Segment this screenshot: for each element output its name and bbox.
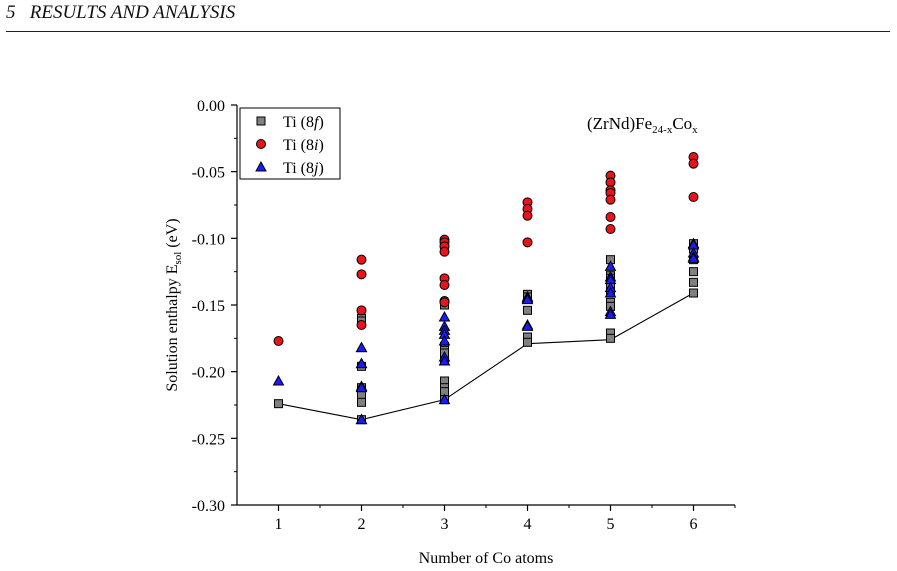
data-point-triangle <box>355 381 368 393</box>
y-tick-label: -0.25 <box>192 431 225 448</box>
legend-marker-triangle <box>255 160 267 172</box>
data-point-circle <box>356 269 367 280</box>
legend-marker-square <box>256 116 266 126</box>
y-tick-label: -0.20 <box>192 365 225 382</box>
data-point-circle <box>439 246 450 257</box>
data-point-circle <box>605 224 616 234</box>
data-point-square <box>523 305 532 315</box>
data-point-circle <box>522 237 533 248</box>
legend-label: Ti (8f) <box>283 114 324 131</box>
y-axis-label-sub: sol <box>172 252 184 265</box>
data-point-triangle <box>438 334 451 346</box>
y-axis-label-unit: (eV) <box>164 218 181 247</box>
minimum-enthalpy-line-layer <box>278 292 694 421</box>
y-axis-label: Solution enthalpy Esol (eV) <box>164 218 184 391</box>
y-tick-label: -0.30 <box>192 498 225 515</box>
x-tick-label: 4 <box>524 516 532 533</box>
data-point-triangle <box>604 260 617 271</box>
data-point-square <box>523 337 532 347</box>
page-running-head: 5 RESULTS AND ANALYSIS <box>6 2 235 24</box>
chart-title-sub2: x <box>692 124 698 136</box>
chart-title-sub1: 24-x <box>652 124 673 136</box>
data-point-square <box>689 288 698 298</box>
data-point-triangle <box>604 308 617 319</box>
data-point-square <box>689 277 698 287</box>
section-title: RESULTS AND ANALYSIS <box>29 2 236 23</box>
header-rule <box>6 31 890 32</box>
data-point-triangle <box>438 393 451 405</box>
data-point-triangle <box>604 286 617 298</box>
series-circle-points <box>273 152 699 346</box>
chart-title-mid: Co <box>672 114 692 133</box>
data-point-triangle <box>355 341 368 353</box>
data-marker-layer <box>272 152 700 425</box>
chart-title-base: (ZrNd)Fe <box>587 114 652 133</box>
data-point-triangle <box>438 354 451 366</box>
legend: Ti (8f) Ti (8i) Ti (8j) <box>239 107 341 180</box>
data-point-circle <box>439 280 450 290</box>
data-point-circle <box>522 210 533 221</box>
legend-label: Ti (8i) <box>283 137 324 154</box>
series-square-points <box>274 239 698 425</box>
data-point-circle <box>356 320 367 330</box>
minimum-enthalpy-line <box>278 292 694 421</box>
axis-layer: 1 2 3 4 5 6 0.00 -0.05 -0.10 -0.15 -0.20 -0.25 -0.30 <box>192 98 736 533</box>
data-point-triangle <box>521 293 534 305</box>
x-tick-label: 2 <box>358 516 366 533</box>
x-axis-label: Number of Co atoms <box>419 550 554 567</box>
data-point-circle <box>605 212 616 222</box>
data-point-circle <box>273 336 284 346</box>
data-point-square <box>689 267 698 277</box>
x-tick-label: 6 <box>690 516 698 533</box>
x-tick-label: 1 <box>275 516 283 533</box>
data-point-circle <box>688 158 699 169</box>
data-point-triangle <box>355 413 368 425</box>
chart-title: (ZrNd)Fe24-xCox <box>587 114 698 136</box>
data-point-triangle <box>521 320 534 331</box>
data-point-circle <box>356 305 367 316</box>
data-point-square <box>357 397 366 407</box>
data-point-circle <box>688 192 699 202</box>
data-point-triangle <box>272 374 285 386</box>
series-triangle-points <box>272 237 700 425</box>
x-tick-label: 5 <box>607 516 615 533</box>
data-point-square <box>274 399 283 409</box>
y-tick-label: -0.05 <box>192 165 225 182</box>
y-tick-label: -0.15 <box>192 298 225 315</box>
data-point-triangle <box>687 252 700 263</box>
data-point-circle <box>356 254 367 265</box>
x-tick-label: 3 <box>441 516 449 533</box>
y-tick-label: -0.10 <box>192 231 225 248</box>
data-point-circle <box>605 194 616 205</box>
section-number: 5 <box>6 2 16 23</box>
legend-label: Ti (8j) <box>283 160 324 177</box>
legend-marker-circle <box>256 139 266 149</box>
y-axis-label-main: Solution enthalpy E <box>164 265 181 392</box>
y-tick-label: 0.00 <box>197 98 225 115</box>
data-point-triangle <box>355 357 368 369</box>
data-point-triangle <box>438 310 451 322</box>
data-point-circle <box>439 297 450 308</box>
data-point-square <box>606 333 615 343</box>
